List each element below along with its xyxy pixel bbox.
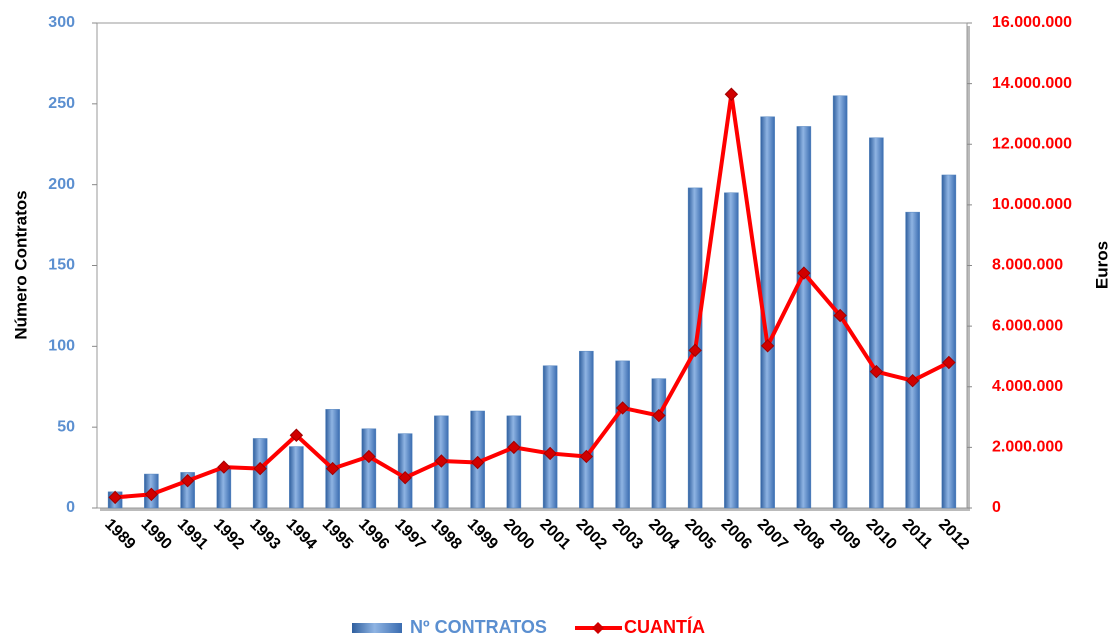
bar — [651, 378, 667, 509]
bar — [724, 192, 739, 509]
bar — [869, 137, 884, 509]
bar — [506, 415, 522, 509]
x-tick-label: 2004 — [645, 516, 682, 553]
line-marker — [434, 454, 449, 468]
y-tick-label: 200 — [48, 176, 75, 193]
line-marker — [833, 308, 847, 323]
line-marker — [325, 461, 340, 476]
x-tick-label: 2001 — [536, 516, 573, 553]
legend-swatch — [592, 622, 604, 634]
legend-label: Nº CONTRATOS — [410, 617, 547, 637]
x-tick-label: 1999 — [464, 516, 501, 553]
x-tick-label: 1992 — [210, 516, 247, 553]
x-tick-label: 1998 — [428, 516, 465, 553]
line-marker — [362, 449, 376, 464]
bar — [397, 433, 413, 509]
y-tick-label: 300 — [48, 14, 75, 31]
line-marker — [579, 449, 594, 464]
x-tick-label: 1997 — [391, 516, 428, 553]
y2-tick-label: 12.000.000 — [992, 135, 1072, 152]
line-marker — [869, 364, 884, 379]
x-tick-label: 1994 — [283, 516, 320, 553]
x-tick-label: 1993 — [246, 516, 283, 553]
legend-label: CUANTÍA — [624, 616, 705, 637]
x-tick-label: 2009 — [826, 516, 863, 553]
y2-tick-label: 2.000.000 — [992, 439, 1063, 456]
line-marker — [652, 408, 666, 423]
x-tick-label: 2007 — [754, 516, 791, 553]
bar — [905, 211, 920, 509]
line-marker — [217, 460, 231, 474]
x-tick-label: 1989 — [101, 516, 138, 553]
bar — [615, 360, 630, 509]
y-tick-label: 150 — [48, 257, 75, 274]
bar — [289, 446, 304, 509]
legend-swatch — [352, 623, 402, 633]
line-marker — [797, 266, 811, 280]
y2-tick-label: 0 — [992, 499, 1001, 516]
x-tick-label: 2012 — [935, 516, 972, 553]
x-tick-label: 2008 — [790, 516, 827, 553]
line-marker — [398, 470, 412, 485]
x-tick-label: 2005 — [681, 516, 718, 553]
y2-tick-label: 4.000.000 — [992, 378, 1063, 395]
line-marker — [144, 487, 159, 502]
x-tick-label: 2003 — [609, 516, 646, 553]
line-marker — [688, 343, 702, 358]
y2-tick-label: 16.000.000 — [992, 14, 1072, 31]
plot-area — [96, 22, 968, 509]
line-marker — [942, 355, 956, 370]
line-marker — [108, 490, 122, 505]
bar — [832, 95, 848, 509]
line-marker — [760, 339, 775, 353]
line-marker — [253, 461, 267, 476]
y2-tick-label: 6.000.000 — [992, 317, 1063, 334]
x-tick-label: 2006 — [718, 516, 755, 553]
line-marker — [507, 440, 521, 455]
x-tick-label: 1996 — [355, 516, 392, 553]
y-axis-title: Número Contratos — [11, 190, 30, 339]
y2-tick-label: 14.000.000 — [992, 75, 1072, 92]
x-tick-label: 2002 — [573, 516, 610, 553]
x-tick-label: 1995 — [319, 516, 356, 553]
line-marker — [905, 373, 920, 388]
bar — [542, 365, 558, 509]
y-tick-label: 250 — [48, 95, 75, 112]
x-tick-label: 2000 — [500, 516, 537, 553]
y2-tick-label: 8.000.000 — [992, 257, 1063, 274]
y2-tick-label: 10.000.000 — [992, 196, 1072, 213]
line-marker — [543, 446, 557, 461]
bar — [325, 409, 340, 509]
line-marker — [470, 455, 485, 470]
y-tick-label: 0 — [66, 499, 75, 516]
bar — [941, 174, 957, 509]
line-marker — [180, 474, 195, 488]
bar — [760, 116, 775, 509]
x-tick-label: 2010 — [863, 516, 900, 553]
y-tick-label: 100 — [48, 338, 75, 355]
line-marker — [615, 401, 630, 415]
x-tick-label: 1990 — [138, 516, 175, 553]
x-tick-label: 1991 — [174, 516, 211, 553]
bar — [579, 350, 594, 509]
x-tick-label: 2011 — [899, 516, 936, 553]
y-tick-label: 50 — [57, 418, 75, 435]
bar — [796, 126, 812, 509]
bar — [361, 428, 377, 509]
y2-axis-title: Euros — [1092, 241, 1111, 289]
line-marker — [724, 87, 739, 101]
line-marker — [289, 428, 304, 442]
